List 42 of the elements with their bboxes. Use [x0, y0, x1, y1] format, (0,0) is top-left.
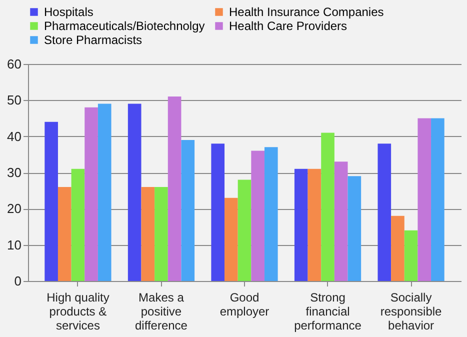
legend-label: Pharmaceuticals/Biotechnolgy — [44, 19, 205, 33]
y-tick-label: 40 — [7, 128, 22, 144]
bar — [391, 216, 404, 281]
y-tick-label: 60 — [7, 56, 22, 72]
legend-label: Hospitals — [44, 5, 94, 19]
bar — [154, 186, 168, 281]
bar — [418, 118, 432, 281]
bar — [308, 168, 322, 281]
bar — [211, 144, 225, 281]
x-tick-label: Good employer — [220, 290, 270, 318]
x-tick-label: Socially responsible behavior — [380, 290, 442, 332]
bar — [71, 168, 85, 281]
legend-label: Health Insurance Companies — [229, 5, 384, 19]
bar — [84, 107, 98, 281]
y-tick-label: 20 — [7, 201, 22, 216]
y-tick-label: 0 — [14, 274, 22, 288]
y-tick-label: 10 — [7, 237, 22, 252]
bar — [128, 104, 142, 281]
bar — [334, 162, 348, 281]
bar — [348, 176, 362, 281]
bar — [141, 186, 155, 281]
bar — [264, 147, 278, 281]
bar — [378, 144, 392, 281]
y-tick-label: 30 — [7, 165, 22, 180]
bar — [404, 230, 418, 281]
bar — [181, 140, 195, 281]
y-tick-label: 50 — [7, 92, 22, 108]
bar — [98, 104, 112, 281]
bar — [168, 96, 182, 281]
bar — [44, 122, 58, 281]
x-tick-label: High quality products & services — [46, 290, 110, 332]
bar — [321, 132, 334, 281]
bar — [251, 150, 264, 281]
bar — [224, 198, 238, 281]
bar — [431, 118, 444, 281]
x-tick-label: Strong financial performance — [294, 290, 362, 332]
legend-label: Store Pharmacists — [44, 33, 142, 47]
legend-label: Health Care Providers — [229, 19, 348, 33]
bar — [294, 168, 308, 281]
bar — [238, 180, 252, 281]
x-tick-label: Makes a positive difference — [134, 290, 188, 332]
bar — [58, 186, 72, 281]
